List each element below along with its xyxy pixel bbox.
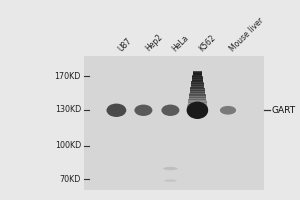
Bar (191, 83, 204, 85)
Bar (190, 92, 205, 93)
Bar (192, 77, 203, 79)
Bar (192, 79, 203, 81)
Bar (190, 91, 205, 93)
Text: GART: GART (272, 106, 296, 115)
Bar (191, 84, 204, 86)
Bar (192, 78, 203, 79)
Bar (187, 108, 208, 109)
Bar (193, 73, 202, 74)
Bar (193, 74, 202, 75)
Bar (193, 74, 202, 76)
Bar (187, 106, 208, 107)
Bar (193, 73, 202, 75)
Bar (189, 96, 206, 98)
Ellipse shape (187, 102, 208, 119)
Bar (187, 109, 208, 110)
Bar (192, 80, 203, 82)
Bar (188, 103, 207, 105)
Text: 100KD: 100KD (55, 141, 81, 150)
Bar (188, 99, 206, 100)
Ellipse shape (134, 105, 152, 116)
Bar (190, 87, 204, 88)
Bar (188, 102, 207, 104)
Ellipse shape (163, 167, 178, 170)
Bar (190, 87, 204, 89)
Bar (188, 100, 207, 101)
Bar (188, 98, 206, 100)
Bar (192, 75, 203, 77)
Text: Mouse liver: Mouse liver (228, 16, 266, 53)
Bar (193, 71, 202, 73)
Bar (191, 81, 203, 83)
Ellipse shape (161, 105, 179, 116)
Text: 70KD: 70KD (60, 175, 81, 184)
Bar (190, 89, 205, 91)
Text: 170KD: 170KD (55, 72, 81, 81)
Text: K562: K562 (197, 33, 218, 53)
Bar (192, 78, 203, 80)
Bar (188, 101, 207, 103)
Bar (189, 94, 206, 96)
Bar (188, 104, 207, 105)
Text: U87: U87 (116, 36, 134, 53)
Bar (192, 76, 203, 77)
Bar (188, 101, 207, 102)
Bar (190, 90, 205, 92)
Bar (189, 95, 206, 96)
Bar (189, 97, 206, 98)
Ellipse shape (106, 104, 126, 117)
Bar (191, 85, 204, 86)
Bar (192, 76, 203, 78)
Bar (190, 88, 205, 90)
Bar (188, 104, 207, 106)
Bar (191, 81, 203, 82)
Bar (189, 95, 206, 97)
Bar (188, 105, 207, 107)
Bar (190, 90, 205, 91)
Ellipse shape (164, 179, 177, 182)
Bar (189, 94, 206, 95)
Bar (187, 106, 208, 108)
Bar (188, 99, 206, 101)
Ellipse shape (220, 106, 236, 115)
Bar (193, 72, 202, 74)
Bar (191, 83, 204, 84)
Text: Hep2: Hep2 (143, 32, 164, 53)
Text: 130KD: 130KD (55, 105, 81, 114)
Bar (192, 80, 203, 81)
Bar (190, 88, 205, 89)
Bar (190, 92, 205, 94)
Bar (190, 86, 204, 88)
Text: HeLa: HeLa (170, 33, 190, 53)
Bar (84, 56, 264, 190)
Bar (187, 108, 208, 110)
Bar (191, 85, 204, 87)
Bar (189, 93, 206, 95)
Bar (189, 97, 206, 99)
Bar (187, 107, 208, 108)
Bar (191, 82, 204, 84)
Bar (188, 102, 207, 103)
